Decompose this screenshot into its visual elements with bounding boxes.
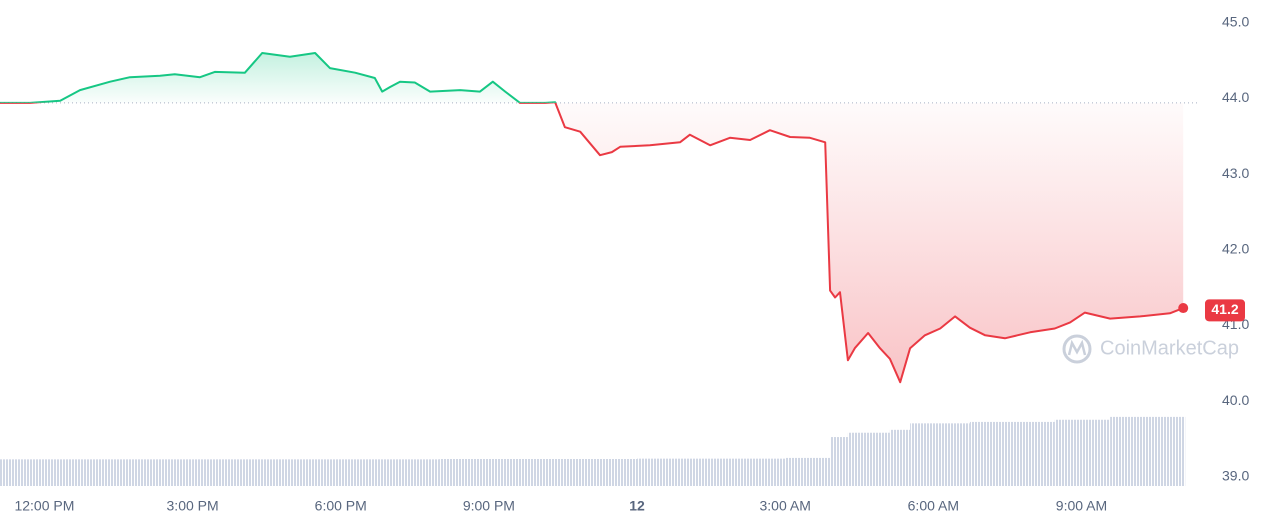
x-tick-label: 3:00 PM (167, 498, 219, 514)
volume-bar (1110, 416, 1186, 486)
volume-bar (1054, 419, 1111, 486)
y-tick-label: 42.0 (1222, 240, 1249, 256)
y-tick-label: 44.0 (1222, 89, 1249, 105)
area-up (0, 53, 556, 103)
watermark-text: CoinMarketCap (1100, 337, 1239, 359)
volume-bar (439, 459, 638, 486)
x-tick-label: 6:00 AM (908, 498, 959, 514)
volume-bar (969, 421, 1055, 486)
y-tick-label: 39.0 (1222, 468, 1249, 484)
y-tick-label: 45.0 (1222, 13, 1249, 29)
x-tick-label: 12 (629, 498, 645, 514)
volume-bar (785, 457, 831, 486)
price-line-up (0, 52, 557, 103)
x-tick-label: 6:00 PM (315, 498, 367, 514)
volume-bar (847, 432, 890, 486)
x-tick-label: 3:00 AM (759, 498, 810, 514)
volume-bar (889, 429, 911, 486)
area-down (0, 102, 1184, 383)
watermark-logo-mark (1067, 339, 1087, 356)
volume-bar (910, 423, 970, 486)
y-tick-label: 43.0 (1222, 165, 1249, 181)
volume-bar (830, 437, 848, 486)
x-tick-label: 9:00 AM (1056, 498, 1107, 514)
price-tag-label: 41.2 (1211, 301, 1238, 317)
watermark: CoinMarketCap (1062, 334, 1239, 364)
x-tick-label: 9:00 PM (463, 498, 515, 514)
x-tick-label: 12:00 PM (14, 498, 74, 514)
volume-bar (192, 459, 440, 486)
watermark-logo (1062, 334, 1092, 364)
volume-bar (637, 458, 786, 486)
y-tick-label: 40.0 (1222, 392, 1249, 408)
last-point (1178, 303, 1189, 314)
volume-bar (0, 459, 193, 486)
price-line-down (0, 102, 1184, 384)
price-tag (1205, 299, 1245, 322)
